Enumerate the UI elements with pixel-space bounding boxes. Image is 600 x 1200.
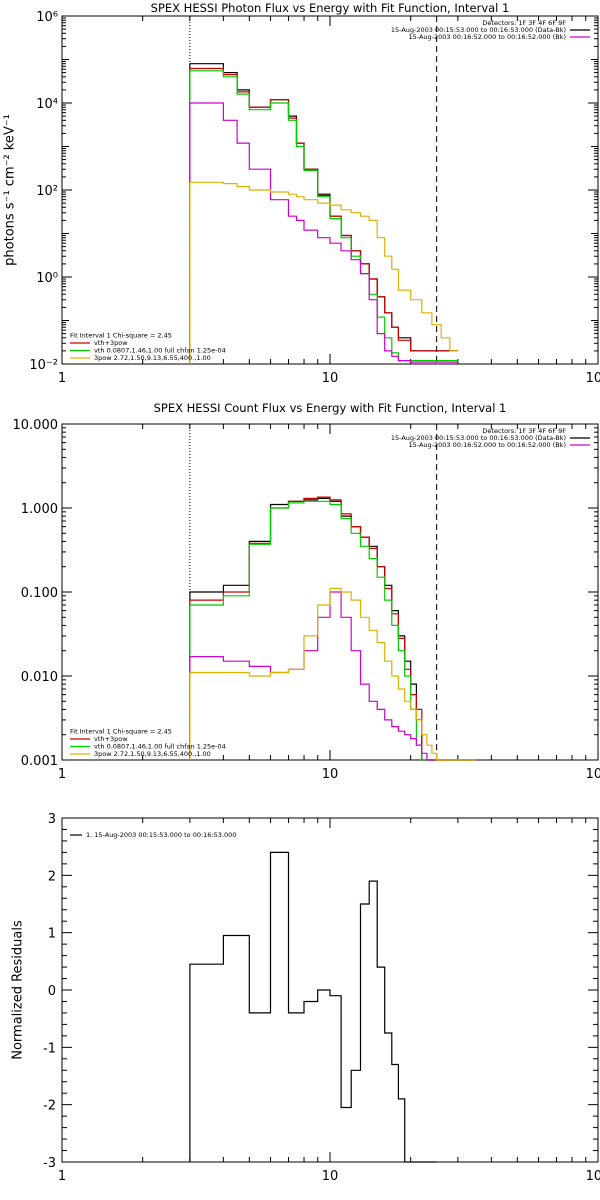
chart-panel-2: SPEX HESSI Count Flux vs Energy with Fit… <box>13 401 600 782</box>
series-2-histogram <box>189 67 458 364</box>
legend-entry: Fit Interval 1 Chi-square = 2.45 <box>70 728 172 736</box>
plot-frame <box>61 15 599 365</box>
y-tick-label: 3 <box>48 812 56 827</box>
legend-entry: 3pow 2.72,1.50,9.13,6.55,400.,1.00 <box>94 750 211 758</box>
series-2-histogram <box>189 496 476 761</box>
legend-entry: 15-Aug-2003 00:16:52.000 to 00:16:52.000… <box>409 33 566 41</box>
chart-panel-3: Normalized Residuals 1 10 100 -3 -2 -1 0 1 2 3 1. 1… <box>11 812 600 1184</box>
legend-entry: 15-Aug-2003 00:15:53.000 to 00:16:53.000… <box>391 26 566 34</box>
chart-title: SPEX HESSI Count Flux vs Energy with Fit… <box>154 401 507 415</box>
legend-entry: 15-Aug-2003 00:15:53.000 to 00:16:53.000… <box>391 434 566 442</box>
legend-entry: Detectors: 1F 3F 4F 6F 9F <box>482 427 566 435</box>
x-tick-label: 1 <box>58 371 66 386</box>
y-tick-label: -2 <box>43 1099 56 1114</box>
y-tick-label: 0.100 <box>21 586 58 601</box>
y-tick-label: 10⁰ <box>36 271 58 286</box>
legend-entry: 15-Aug-2003 00:16:52.000 to 00:16:52.000… <box>409 441 566 449</box>
series-4-histogram <box>189 591 476 761</box>
series-1-histogram <box>189 63 458 364</box>
y-tick-label: 1.000 <box>21 502 58 517</box>
legend-entry: Fit Interval 1 Chi-square = 2.45 <box>70 332 172 340</box>
y-tick-label: 10⁻² <box>29 358 58 373</box>
y-tick-label: 0 <box>48 984 56 999</box>
x-tick-label: 10 <box>322 371 339 386</box>
legend-entry: vth+3pow <box>94 339 128 347</box>
legend-entry: 3pow 2.72,1.50,9.13,6.55,400.,1.00 <box>94 354 211 362</box>
y-tick-label: 1 <box>48 927 56 942</box>
y-tick-label: 10⁴ <box>36 97 58 112</box>
legend-entry: vth 0.0807,1.46,1.00 full chfan 1.25e-04 <box>94 743 226 751</box>
x-tick-label: 1 <box>58 1169 66 1184</box>
x-tick-label: 100 <box>586 1169 600 1184</box>
series-5-histogram <box>189 587 476 761</box>
y-tick-label: 10⁶ <box>36 10 58 25</box>
y-tick-label: -1 <box>43 1041 56 1056</box>
x-tick-label: 100 <box>586 371 600 386</box>
legend-entry: Detectors: 1F 3F 4F 6F 9F <box>482 19 566 27</box>
series-3-histogram <box>189 70 458 364</box>
series-1-histogram <box>189 851 437 1163</box>
y-tick-label: 2 <box>48 869 56 884</box>
x-tick-label: 10 <box>322 1169 339 1184</box>
x-tick-label: 10 <box>322 767 339 782</box>
legend-entry: vth 0.0807,1.46,1.00 full chfan 1.25e-04 <box>94 347 226 355</box>
series-4-histogram <box>189 102 458 364</box>
legend-entry: vth+3pow <box>94 735 128 743</box>
y-tick-label: 0.010 <box>21 670 58 685</box>
y-tick-label: 10² <box>36 184 58 199</box>
chart-title: SPEX HESSI Photon Flux vs Energy with Fi… <box>151 1 510 15</box>
y-axis-label: Normalized Residuals <box>11 920 26 1060</box>
y-tick-label: 0.001 <box>21 754 58 769</box>
legend-entry: 1. 15-Aug-2003 00:15:53.000 to 00:16:53.… <box>86 831 236 839</box>
series-1-histogram <box>189 497 476 761</box>
y-tick-label: -3 <box>43 1156 56 1171</box>
y-tick-label: 10.000 <box>13 418 59 433</box>
series-3-histogram <box>189 500 476 761</box>
y-axis-label: photons s⁻¹ cm⁻² keV⁻¹ <box>3 114 18 266</box>
x-tick-label: 100 <box>586 767 600 782</box>
series-5-histogram <box>189 181 458 364</box>
x-tick-label: 1 <box>58 767 66 782</box>
chart-panel-1: SPEX HESSI Photon Flux vs Energy with Fi… <box>3 1 600 386</box>
